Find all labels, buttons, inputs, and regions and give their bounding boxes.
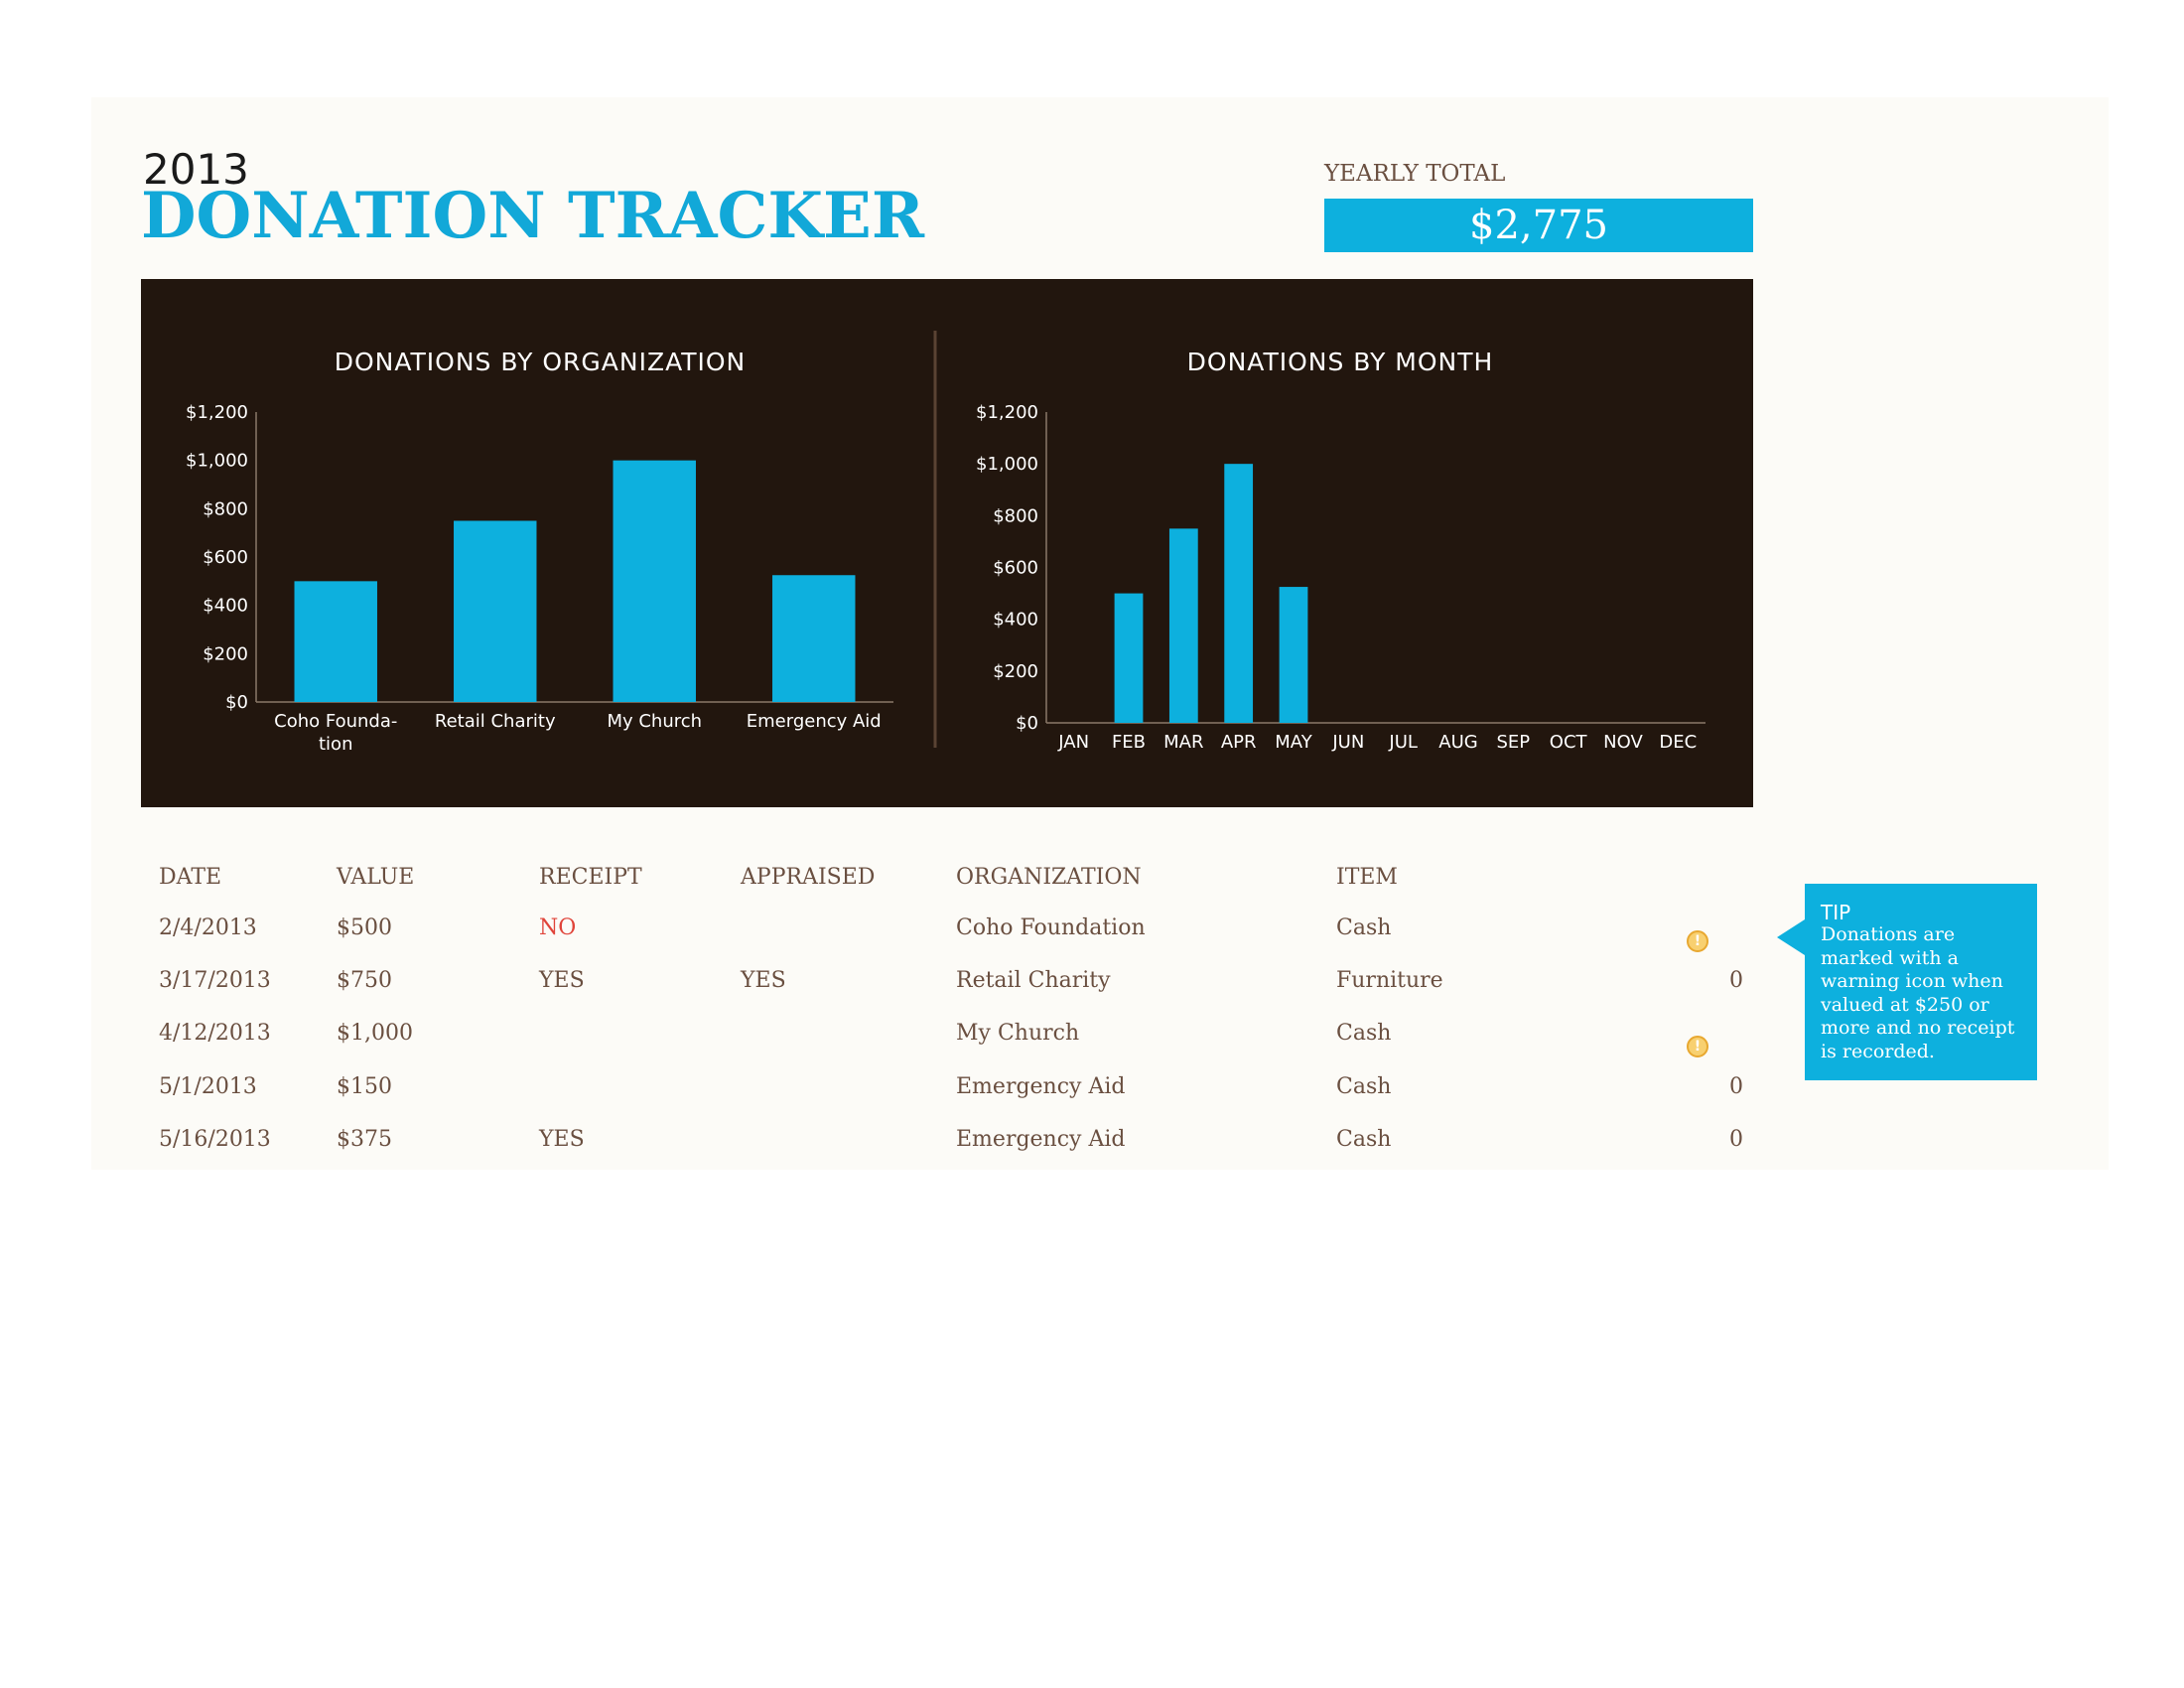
- org-chart-bar: [613, 460, 696, 702]
- org-chart-y-tick-label: $600: [203, 547, 248, 568]
- org-chart-y-tick-label: $800: [203, 498, 248, 519]
- column-header-organization: ORGANIZATION: [956, 865, 1142, 890]
- month-chart-category-label: JUN: [1331, 732, 1364, 753]
- cell-date[interactable]: 4/12/2013: [159, 1021, 271, 1046]
- cell-item[interactable]: Cash: [1336, 1127, 1392, 1152]
- charts-svg: DONATIONS BY ORGANIZATION $0 $200 $400 $600 $…: [186, 331, 1706, 755]
- cell-organization[interactable]: My Church: [956, 1021, 1080, 1046]
- column-header-value: VALUE: [337, 865, 415, 890]
- cell-organization[interactable]: Coho Foundation: [956, 915, 1146, 940]
- tip-line: marked with a: [1821, 946, 1959, 969]
- tip-title: TIP: [1821, 901, 1851, 924]
- month-chart-bar: [1168, 528, 1198, 723]
- month-chart-category-label: DEC: [1659, 732, 1697, 753]
- month-chart-y-tick-label: $0: [1016, 713, 1038, 734]
- tip-text: Donations are marked with a warning icon w…: [1821, 923, 2023, 1063]
- org-chart-y-tick-label: $1,000: [186, 451, 248, 472]
- cell-organization[interactable]: Retail Charity: [956, 968, 1111, 993]
- org-chart-category-label: Retail Charity: [435, 711, 556, 732]
- month-chart-category-label: MAY: [1275, 732, 1312, 753]
- month-chart-category-label: NOV: [1603, 732, 1643, 753]
- month-chart-bar: [1279, 587, 1308, 723]
- month-chart-category-label: SEP: [1497, 732, 1531, 753]
- month-chart-bar: [1224, 464, 1254, 723]
- month-chart-bar: [1114, 593, 1144, 723]
- tip-line: more and no receipt: [1821, 1017, 2015, 1039]
- cell-receipt[interactable]: YES: [539, 1127, 585, 1152]
- org-chart-category-label: Coho Founda-: [274, 711, 397, 732]
- tip-line: warning icon when: [1821, 970, 2003, 992]
- month-chart-y-tick-label: $400: [993, 610, 1038, 631]
- cell-organization[interactable]: Emergency Aid: [956, 1074, 1126, 1099]
- org-chart-category-label: tion: [319, 734, 352, 755]
- cell-item[interactable]: Cash: [1336, 915, 1392, 940]
- cell-value[interactable]: $750: [337, 968, 392, 993]
- month-chart-y-tick-label: $200: [993, 661, 1038, 682]
- cell-date[interactable]: 5/1/2013: [159, 1074, 257, 1099]
- org-chart-title: DONATIONS BY ORGANIZATION: [335, 348, 747, 376]
- org-chart-y-tick-label: $1,200: [186, 402, 248, 423]
- column-header-appraised: APPRAISED: [741, 865, 876, 890]
- column-header-item: ITEM: [1336, 865, 1398, 890]
- cell-receipt[interactable]: YES: [539, 968, 585, 993]
- column-header-receipt: RECEIPT: [539, 865, 642, 890]
- month-chart-category-label: APR: [1221, 732, 1257, 753]
- cell-value[interactable]: $1,000: [337, 1021, 413, 1046]
- cell-flag[interactable]: 0: [1729, 1074, 1743, 1099]
- month-chart-y-tick-label: $1,000: [976, 454, 1038, 475]
- org-chart-bar: [454, 520, 537, 702]
- cell-date[interactable]: 5/16/2013: [159, 1127, 271, 1152]
- cell-flag[interactable]: 0: [1729, 968, 1743, 993]
- column-header-date: DATE: [159, 865, 222, 890]
- cell-date[interactable]: 3/17/2013: [159, 968, 271, 993]
- tip-line: valued at $250 or: [1821, 993, 1989, 1016]
- org-chart-bar: [294, 581, 377, 702]
- month-chart-title: DONATIONS BY MONTH: [1187, 348, 1494, 376]
- org-chart-category-label: Emergency Aid: [747, 711, 882, 732]
- month-chart-category-label: MAR: [1163, 732, 1203, 753]
- cell-value[interactable]: $375: [337, 1127, 392, 1152]
- tip-line: Donations are: [1821, 923, 1956, 945]
- cell-item[interactable]: Cash: [1336, 1021, 1392, 1046]
- warning-icon: !: [1687, 1036, 1708, 1057]
- tip-line: is recorded.: [1821, 1040, 1935, 1062]
- org-chart-y-tick-label: $0: [225, 692, 248, 713]
- month-chart-category-label: FEB: [1112, 732, 1146, 753]
- month-chart-y-tick-label: $600: [993, 558, 1038, 579]
- month-chart-category-label: JAN: [1057, 732, 1089, 753]
- org-chart-y-tick-label: $200: [203, 643, 248, 664]
- cell-date[interactable]: 2/4/2013: [159, 915, 257, 940]
- month-chart-category-label: AUG: [1438, 732, 1477, 753]
- cell-value[interactable]: $500: [337, 915, 392, 940]
- cell-appraised[interactable]: YES: [741, 968, 786, 993]
- yearly-total-label: YEARLY TOTAL: [1324, 161, 1506, 187]
- cell-organization[interactable]: Emergency Aid: [956, 1127, 1126, 1152]
- tracker-year: 2013: [143, 145, 249, 194]
- org-chart-bar: [772, 575, 856, 702]
- charts-panel: DONATIONS BY ORGANIZATION $0 $200 $400 $600 $…: [141, 279, 1753, 807]
- warning-icon: !: [1687, 930, 1708, 952]
- month-chart-category-label: JUL: [1388, 732, 1418, 753]
- month-chart-y-tick-label: $1,200: [976, 402, 1038, 423]
- month-chart-category-label: OCT: [1550, 732, 1588, 753]
- org-chart-y-tick-label: $400: [203, 596, 248, 617]
- cell-item[interactable]: Furniture: [1336, 968, 1443, 993]
- month-chart-y-tick-label: $800: [993, 505, 1038, 526]
- yearly-total-value[interactable]: $2,775: [1324, 199, 1753, 252]
- cell-flag[interactable]: 0: [1729, 1127, 1743, 1152]
- tip-callout: TIP Donations are marked with a warning ic…: [1777, 884, 2037, 1080]
- cell-receipt[interactable]: NO: [539, 915, 577, 940]
- cell-value[interactable]: $150: [337, 1074, 392, 1099]
- cell-item[interactable]: Cash: [1336, 1074, 1392, 1099]
- page-title: DONATION TRACKER: [141, 179, 924, 253]
- org-chart-category-label: My Church: [607, 711, 702, 732]
